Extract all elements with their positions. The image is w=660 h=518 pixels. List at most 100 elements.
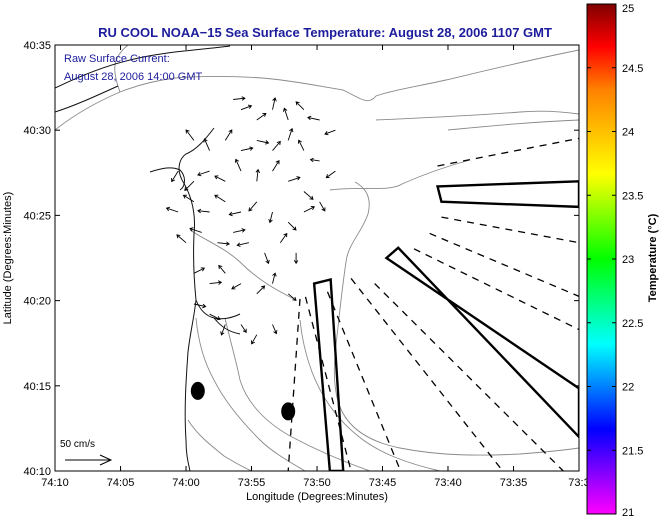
current-vector xyxy=(209,313,221,321)
sample-site-marker xyxy=(281,402,296,421)
current-vector xyxy=(240,324,247,334)
colorbar-tick-label: 22.5 xyxy=(622,318,643,330)
current-vector xyxy=(197,208,210,214)
x-axis-ticks: 74:10 74:05 74:00 73:55 73:50 73:45 73:40 73:35… xyxy=(41,45,590,489)
current-vector xyxy=(256,285,266,295)
current-vector xyxy=(324,129,336,136)
current-vector xyxy=(240,146,254,152)
annotation-line-1: Raw Surface Current: xyxy=(64,53,170,65)
y-axis-label: Latitude (Degrees:Minutes) xyxy=(2,192,14,325)
current-vector xyxy=(287,127,294,141)
colorbar-label: Temperature (°C) xyxy=(647,213,659,302)
current-vector xyxy=(209,280,223,285)
colorbar-tick-label: 24.5 xyxy=(622,63,643,75)
current-vector xyxy=(224,129,233,141)
sample-sites xyxy=(190,381,296,421)
current-vector xyxy=(272,272,277,284)
y-tick-label: 40:20 xyxy=(23,296,51,308)
current-vector xyxy=(287,221,297,231)
x-tick-label: 73:3 xyxy=(568,477,589,489)
current-vector xyxy=(264,252,270,265)
survey-box xyxy=(384,246,579,439)
current-vector xyxy=(272,159,280,172)
current-vector xyxy=(184,180,195,191)
x-tick-label: 73:50 xyxy=(303,477,331,489)
current-vector xyxy=(295,101,305,111)
survey-box xyxy=(312,277,345,471)
current-vector xyxy=(287,293,297,301)
colorbar-tick-label: 21 xyxy=(622,507,634,518)
x-tick-label: 74:00 xyxy=(172,477,200,489)
current-vector xyxy=(272,97,277,110)
colorbar-tick-label: 24 xyxy=(622,127,634,139)
current-vector xyxy=(282,107,289,121)
y-tick-label: 40:30 xyxy=(23,125,51,137)
x-axis-label: Longitude (Degrees:Minutes) xyxy=(246,491,388,503)
current-vector xyxy=(297,139,305,151)
current-vector xyxy=(256,113,267,121)
bathymetry-contours xyxy=(55,45,579,471)
transect-line xyxy=(287,298,301,471)
current-vector xyxy=(303,191,314,200)
current-vector xyxy=(307,115,320,121)
current-vector xyxy=(176,234,187,244)
scale-vector: 50 cm/s xyxy=(60,439,113,466)
current-vector xyxy=(220,324,226,336)
scale-vector-label: 50 cm/s xyxy=(60,439,95,450)
x-tick-label: 73:45 xyxy=(369,477,397,489)
current-vector xyxy=(268,211,273,224)
map-layer xyxy=(55,45,579,471)
colorbar xyxy=(586,3,617,515)
colorbar-tick-label: 22 xyxy=(622,382,634,394)
current-vector xyxy=(248,201,258,212)
current-vector xyxy=(171,170,179,183)
current-vector xyxy=(231,283,242,290)
x-tick-label: 74:10 xyxy=(41,477,69,489)
current-vector xyxy=(193,267,206,274)
current-vector xyxy=(250,334,258,345)
current-vector xyxy=(165,206,179,213)
annotation-line-2: August 28, 2006 14:00 GMT xyxy=(64,71,202,83)
current-vector xyxy=(214,194,226,203)
colorbar-tick-label: 21.5 xyxy=(622,445,643,457)
current-vector xyxy=(217,241,231,246)
current-vector xyxy=(255,168,261,182)
colorbar-ticks: 21 21.5 22 22.5 23 23.5 24 24.5 25 xyxy=(587,3,643,518)
current-vector xyxy=(240,104,253,111)
current-vector xyxy=(319,201,326,212)
colorbar-tick-label: 23.5 xyxy=(622,190,643,202)
transect-line xyxy=(374,283,564,471)
survey-boxes xyxy=(312,180,579,471)
current-vector xyxy=(256,139,270,145)
colorbar-tick-label: 23 xyxy=(622,254,634,266)
scale-arrow-head xyxy=(99,454,113,466)
y-tick-label: 40:25 xyxy=(23,210,51,222)
colorbar-tick-label: 25 xyxy=(622,3,634,15)
current-vector xyxy=(233,228,246,233)
current-vector xyxy=(234,158,242,172)
y-tick-label: 40:10 xyxy=(23,466,51,478)
current-vector xyxy=(228,211,242,217)
x-tick-label: 73:35 xyxy=(500,477,528,489)
plot-background xyxy=(55,45,579,471)
current-vector xyxy=(233,96,246,101)
transect-line xyxy=(350,278,504,471)
x-tick-label: 73:55 xyxy=(238,477,266,489)
current-vector xyxy=(189,227,202,233)
coastline xyxy=(55,45,241,471)
survey-box xyxy=(435,180,579,209)
y-tick-label: 40:35 xyxy=(23,40,51,52)
current-vector xyxy=(185,129,195,141)
current-vectors xyxy=(165,96,336,345)
current-vector xyxy=(236,242,249,247)
chart-title: RU COOL NOAA−15 Sea Surface Temperature:… xyxy=(98,25,552,40)
current-vector xyxy=(272,324,278,335)
transect-line xyxy=(441,216,579,244)
current-vector xyxy=(272,140,281,151)
current-vector xyxy=(218,264,226,274)
transect-line xyxy=(304,296,352,471)
x-tick-label: 73:40 xyxy=(434,477,462,489)
current-vector xyxy=(303,205,316,213)
current-vector xyxy=(293,252,299,265)
